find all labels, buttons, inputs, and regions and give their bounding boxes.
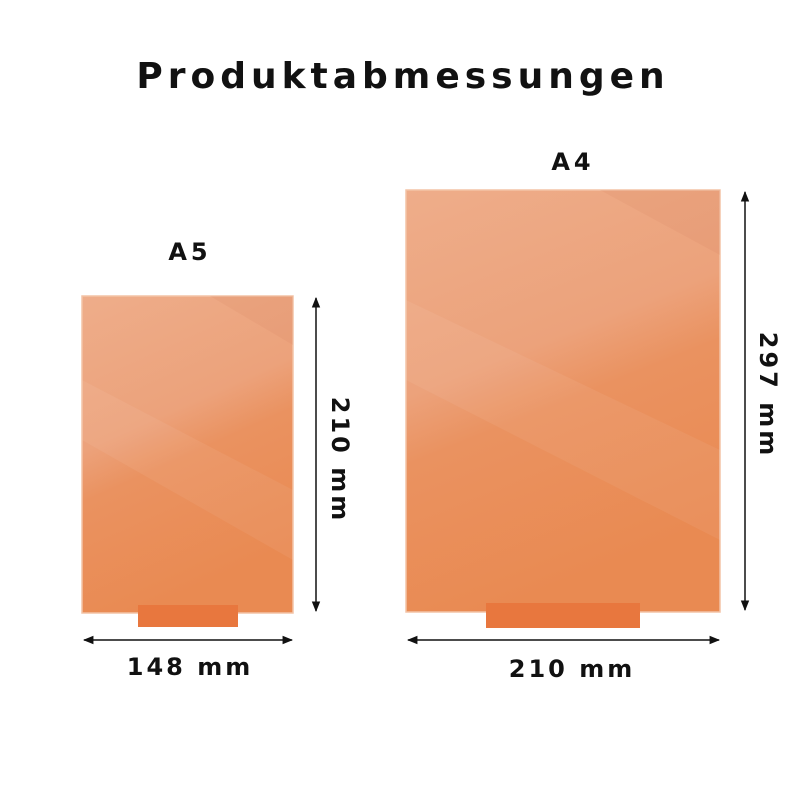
page-title: Produktabmessungen bbox=[136, 56, 669, 97]
width-label-a4: 210 mm bbox=[509, 655, 635, 683]
panel-a5-reflection bbox=[82, 380, 293, 560]
panel-a5: A5 148 mm 210 mm bbox=[81, 238, 354, 681]
width-label-a5: 148 mm bbox=[127, 653, 253, 681]
panel-a5-board bbox=[81, 295, 294, 614]
panel-a5-reflection bbox=[210, 296, 293, 345]
size-label-a4: A4 bbox=[551, 148, 594, 176]
panel-a4-reflection bbox=[406, 300, 720, 540]
panel-a4-reflection bbox=[600, 190, 720, 255]
panel-a4-stand bbox=[486, 603, 640, 628]
panel-a5-stand bbox=[138, 605, 238, 627]
height-label-a4: 297 mm bbox=[754, 332, 782, 458]
height-label-a5: 210 mm bbox=[326, 397, 354, 523]
size-label-a5: A5 bbox=[168, 238, 211, 266]
panel-a4: A4 210 mm 297 mm bbox=[405, 148, 782, 683]
panel-a4-board bbox=[405, 189, 721, 613]
